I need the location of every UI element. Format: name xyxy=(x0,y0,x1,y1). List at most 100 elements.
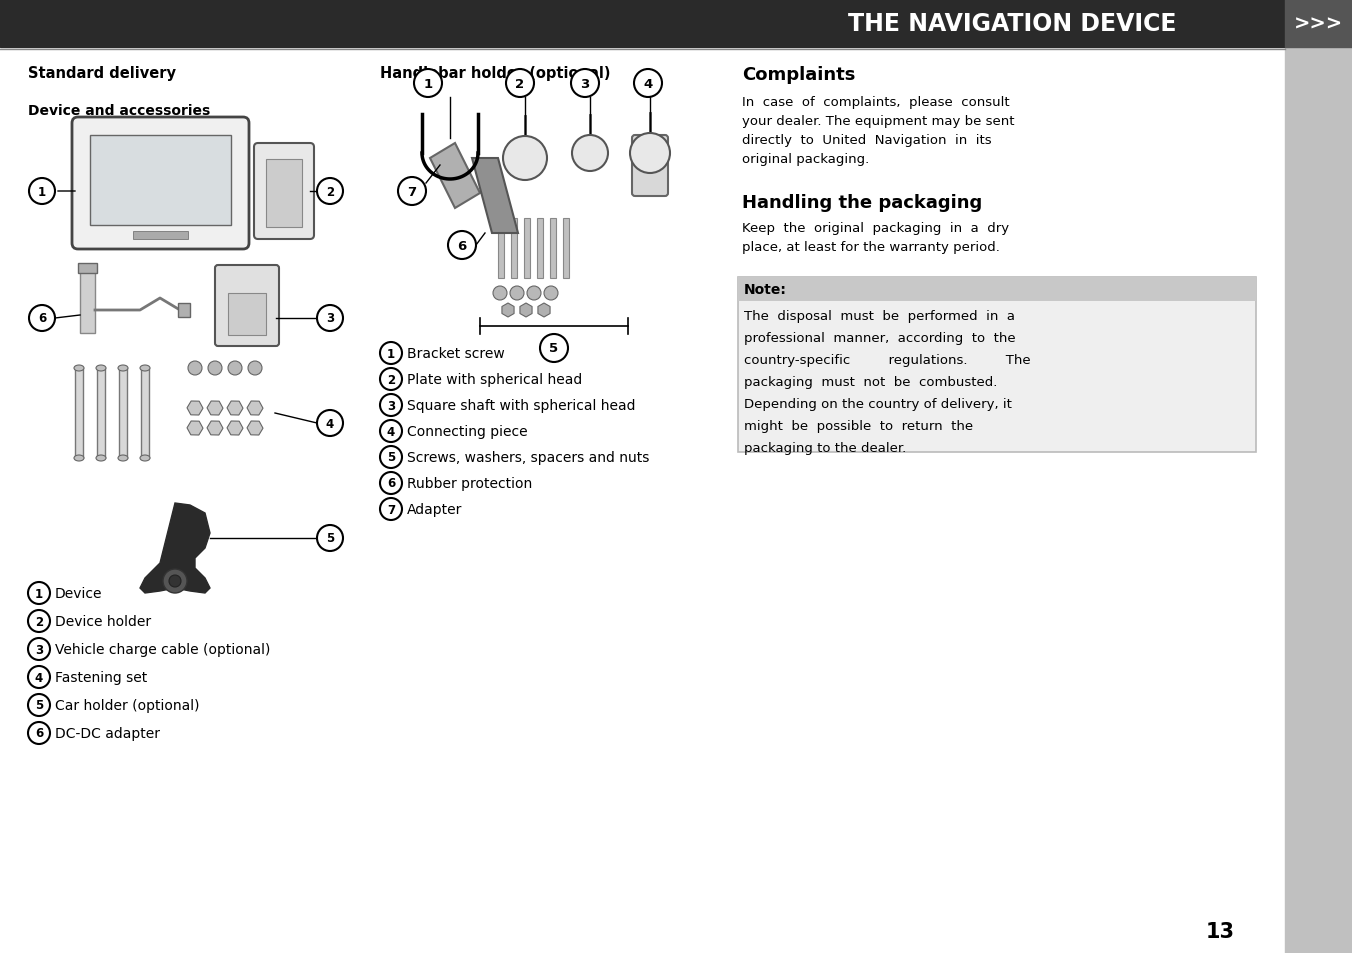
Text: 6: 6 xyxy=(35,727,43,740)
Circle shape xyxy=(380,343,402,365)
Text: Handling the packaging: Handling the packaging xyxy=(742,193,983,212)
Ellipse shape xyxy=(118,456,128,461)
Circle shape xyxy=(527,287,541,301)
Circle shape xyxy=(539,335,568,363)
Bar xyxy=(78,264,97,274)
Text: Complaints: Complaints xyxy=(742,66,856,84)
Circle shape xyxy=(634,70,662,98)
Text: Depending on the country of delivery, it: Depending on the country of delivery, it xyxy=(744,397,1011,411)
FancyBboxPatch shape xyxy=(215,266,279,347)
Text: 2: 2 xyxy=(387,374,395,386)
Text: 6: 6 xyxy=(387,477,395,490)
Ellipse shape xyxy=(141,456,150,461)
Text: 13: 13 xyxy=(1206,921,1234,941)
Bar xyxy=(74,369,82,458)
Circle shape xyxy=(544,287,558,301)
Text: directly  to  United  Navigation  in  its: directly to United Navigation in its xyxy=(742,133,991,147)
Bar xyxy=(141,369,149,458)
Text: 4: 4 xyxy=(387,425,395,438)
Text: In  case  of  complaints,  please  consult: In case of complaints, please consult xyxy=(742,96,1010,109)
Text: Plate with spherical head: Plate with spherical head xyxy=(407,373,583,387)
Bar xyxy=(178,304,191,317)
Text: professional  manner,  according  to  the: professional manner, according to the xyxy=(744,332,1015,345)
Circle shape xyxy=(380,420,402,442)
Text: 4: 4 xyxy=(644,77,653,91)
Text: Fastening set: Fastening set xyxy=(55,670,147,684)
Circle shape xyxy=(316,525,343,552)
Ellipse shape xyxy=(96,366,105,372)
Circle shape xyxy=(208,361,222,375)
Circle shape xyxy=(503,137,548,181)
Circle shape xyxy=(316,179,343,205)
Bar xyxy=(80,269,95,334)
Polygon shape xyxy=(141,503,210,594)
Text: 3: 3 xyxy=(387,399,395,412)
Text: Screws, washers, spacers and nuts: Screws, washers, spacers and nuts xyxy=(407,451,649,464)
Ellipse shape xyxy=(141,366,150,372)
Text: Connecting piece: Connecting piece xyxy=(407,424,527,438)
Circle shape xyxy=(506,70,534,98)
Circle shape xyxy=(247,361,262,375)
Bar xyxy=(228,294,266,335)
Text: packaging  must  not  be  combusted.: packaging must not be combusted. xyxy=(744,375,998,389)
Text: DC-DC adapter: DC-DC adapter xyxy=(55,726,160,740)
Text: Adapter: Adapter xyxy=(407,502,462,517)
Text: The  disposal  must  be  performed  in  a: The disposal must be performed in a xyxy=(744,310,1015,323)
Text: Keep  the  original  packaging  in  a  dry: Keep the original packaging in a dry xyxy=(742,222,1009,234)
Circle shape xyxy=(397,178,426,206)
Text: packaging to the dealer.: packaging to the dealer. xyxy=(744,441,906,455)
Text: 2: 2 xyxy=(35,615,43,628)
Bar xyxy=(97,369,105,458)
Text: Bracket screw: Bracket screw xyxy=(407,347,504,360)
Bar xyxy=(550,219,556,278)
Text: Device and accessories: Device and accessories xyxy=(28,104,211,118)
Text: 7: 7 xyxy=(387,503,395,516)
Circle shape xyxy=(380,498,402,520)
Text: 3: 3 xyxy=(35,643,43,656)
Text: Vehicle charge cable (optional): Vehicle charge cable (optional) xyxy=(55,642,270,657)
Text: 5: 5 xyxy=(549,342,558,355)
Text: 5: 5 xyxy=(387,451,395,464)
Ellipse shape xyxy=(74,456,84,461)
Bar xyxy=(738,277,1256,302)
Text: Note:: Note: xyxy=(744,283,787,296)
Circle shape xyxy=(572,136,608,172)
Bar xyxy=(0,0,1284,48)
Bar xyxy=(511,219,516,278)
Circle shape xyxy=(493,287,507,301)
Circle shape xyxy=(571,70,599,98)
Text: 4: 4 xyxy=(35,671,43,684)
Ellipse shape xyxy=(118,366,128,372)
Text: 7: 7 xyxy=(407,185,416,198)
Polygon shape xyxy=(472,159,518,233)
Bar xyxy=(498,219,504,278)
Circle shape xyxy=(28,582,50,604)
Text: 1: 1 xyxy=(38,185,46,198)
FancyBboxPatch shape xyxy=(254,144,314,240)
Text: THE NAVIGATION DEVICE: THE NAVIGATION DEVICE xyxy=(848,12,1176,36)
Bar xyxy=(132,232,188,240)
Polygon shape xyxy=(430,144,480,209)
Circle shape xyxy=(28,722,50,744)
Bar xyxy=(266,160,301,228)
Circle shape xyxy=(28,666,50,688)
FancyBboxPatch shape xyxy=(72,118,249,250)
Text: 1: 1 xyxy=(387,347,395,360)
Text: 5: 5 xyxy=(35,699,43,712)
Bar xyxy=(1284,0,1352,953)
Circle shape xyxy=(169,576,181,587)
Text: 1: 1 xyxy=(423,77,433,91)
Text: 3: 3 xyxy=(580,77,589,91)
Bar xyxy=(525,219,530,278)
Circle shape xyxy=(188,361,201,375)
Text: >>>: >>> xyxy=(1294,14,1343,33)
Text: Rubber protection: Rubber protection xyxy=(407,476,533,491)
Text: Handlebar holder (optional): Handlebar holder (optional) xyxy=(380,66,611,81)
Circle shape xyxy=(28,695,50,717)
Circle shape xyxy=(164,569,187,594)
Text: 4: 4 xyxy=(326,417,334,430)
Text: country-specific         regulations.         The: country-specific regulations. The xyxy=(744,354,1030,367)
Circle shape xyxy=(380,447,402,469)
Text: 3: 3 xyxy=(326,313,334,325)
Circle shape xyxy=(316,306,343,332)
